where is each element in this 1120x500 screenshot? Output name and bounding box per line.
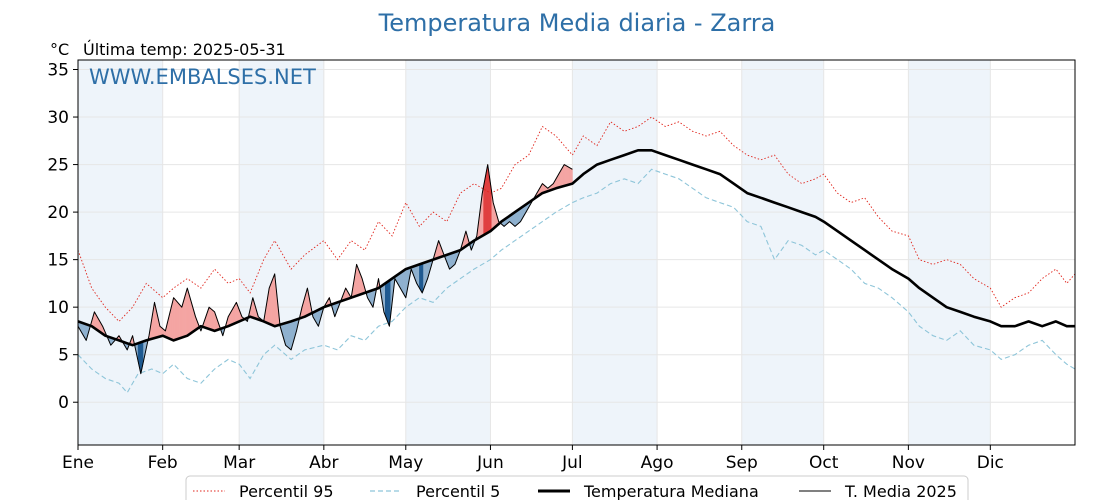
y-tick-label: 0 <box>58 393 69 413</box>
plot-frame <box>77 59 1076 446</box>
y-tick-label: 20 <box>47 203 69 223</box>
series-line-percentil-95 <box>77 116 1076 323</box>
chart-title: Temperatura Media diaria - Zarra <box>378 9 776 37</box>
x-tick-label: Ene <box>62 453 94 473</box>
month-band-ene <box>78 60 163 445</box>
legend-label-2025: T. Media 2025 <box>844 482 957 500</box>
y-tick-label: 35 <box>47 61 69 81</box>
x-tick-label: Nov <box>892 453 925 473</box>
series-line-t-media-2025 <box>77 164 573 375</box>
legend-label-median: Temperatura Mediana <box>583 482 759 500</box>
month-band-may <box>405 60 491 445</box>
y-tick-label: 30 <box>47 108 69 128</box>
grid-lines <box>77 60 1075 445</box>
series-line-temperatura-mediana <box>77 149 1075 347</box>
legend-label-p5: Percentil 5 <box>416 482 500 500</box>
y-tick-label: 10 <box>47 298 69 318</box>
watermark: WWW.EMBALSES.NET <box>89 65 316 89</box>
month-bands <box>78 60 991 445</box>
month-band-jul <box>572 60 658 445</box>
legend: Percentil 95 Percentil 5 Temperatura Med… <box>185 475 969 500</box>
x-tick-label: May <box>388 453 423 473</box>
anomaly-fill-above <box>570 168 573 185</box>
month-band-sep <box>741 60 824 445</box>
y-axis-ticks: 0 5 10 15 20 25 30 35 <box>47 61 78 413</box>
y-tick-label: 15 <box>47 251 69 271</box>
legend-label-p95: Percentil 95 <box>239 482 334 500</box>
x-tick-label: Feb <box>148 453 178 473</box>
x-tick-label: Abr <box>309 453 338 473</box>
x-tick-label: Jun <box>476 453 504 473</box>
series-lines <box>77 116 1076 394</box>
y-tick-label: 5 <box>58 346 69 366</box>
y-tick-label: 25 <box>47 156 69 176</box>
legend-box <box>185 475 969 500</box>
series-line-percentil-5 <box>77 168 1076 394</box>
x-tick-label: Oct <box>809 453 839 473</box>
unit-label: °C <box>50 40 69 59</box>
x-tick-label: Mar <box>223 453 255 473</box>
month-band-mar <box>239 60 324 445</box>
x-tick-label: Ago <box>641 453 674 473</box>
x-axis-ticks: Ene Feb Mar Abr May Jun Jul Ago Sep Oct Nov Dic <box>62 445 1004 473</box>
x-tick-label: Jul <box>561 453 583 473</box>
x-tick-label: Sep <box>726 453 758 473</box>
last-temp-label: Última temp: 2025-05-31 <box>83 40 286 59</box>
month-band-nov <box>908 60 991 445</box>
x-tick-label: Dic <box>977 453 1004 473</box>
